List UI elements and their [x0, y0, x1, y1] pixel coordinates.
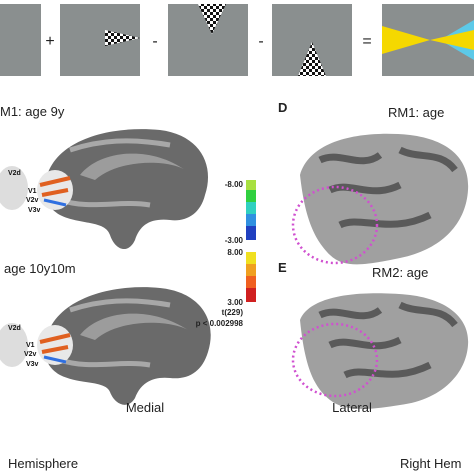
area-label: V2d [8, 325, 21, 332]
panel-label: age 10y10m [4, 261, 76, 276]
area-label: V1 [26, 342, 35, 349]
lateral-brain [291, 293, 469, 409]
panel-label: M1: age 9y [0, 104, 65, 119]
area-label: V2d [8, 170, 21, 177]
view-label: Lateral [332, 400, 372, 415]
lateral-brain [291, 133, 469, 265]
footer-label: Right Hem [400, 456, 461, 471]
wedge [298, 42, 326, 76]
stimuli: + - - = [0, 4, 474, 76]
operator: + [45, 33, 54, 50]
wedge [382, 26, 430, 54]
operator: = [362, 33, 371, 50]
area-label: V1 [28, 188, 37, 195]
colorbar-label: -3.00 [225, 236, 244, 245]
wedge [105, 30, 140, 46]
colorbar-label: -8.00 [225, 180, 244, 189]
area-label: V2v [24, 351, 37, 358]
colorbar-label: t(229) [222, 308, 244, 317]
wedge [198, 4, 226, 34]
area-label: V3v [28, 207, 41, 214]
medial-brain [0, 287, 211, 405]
area-label: V3v [26, 361, 39, 368]
panel-letter: E [278, 260, 287, 275]
footer-label: Hemisphere [8, 456, 78, 471]
colorbar-label: 8.00 [227, 248, 243, 257]
wedge [430, 30, 474, 50]
colorbar-label: 3.00 [227, 298, 243, 307]
panel-label: RM1: age [388, 105, 444, 120]
panel-letter: D [278, 100, 287, 115]
colorbar-label: p < 0.002998 [196, 319, 244, 328]
panel-label: RM2: age [372, 265, 428, 280]
stimulus-panel [0, 4, 41, 76]
operator: - [258, 33, 263, 50]
view-label: Medial [126, 400, 164, 415]
colorbar [246, 180, 256, 302]
medial-brain [0, 129, 208, 250]
operator: - [152, 33, 157, 50]
area-label: V2v [26, 197, 39, 204]
